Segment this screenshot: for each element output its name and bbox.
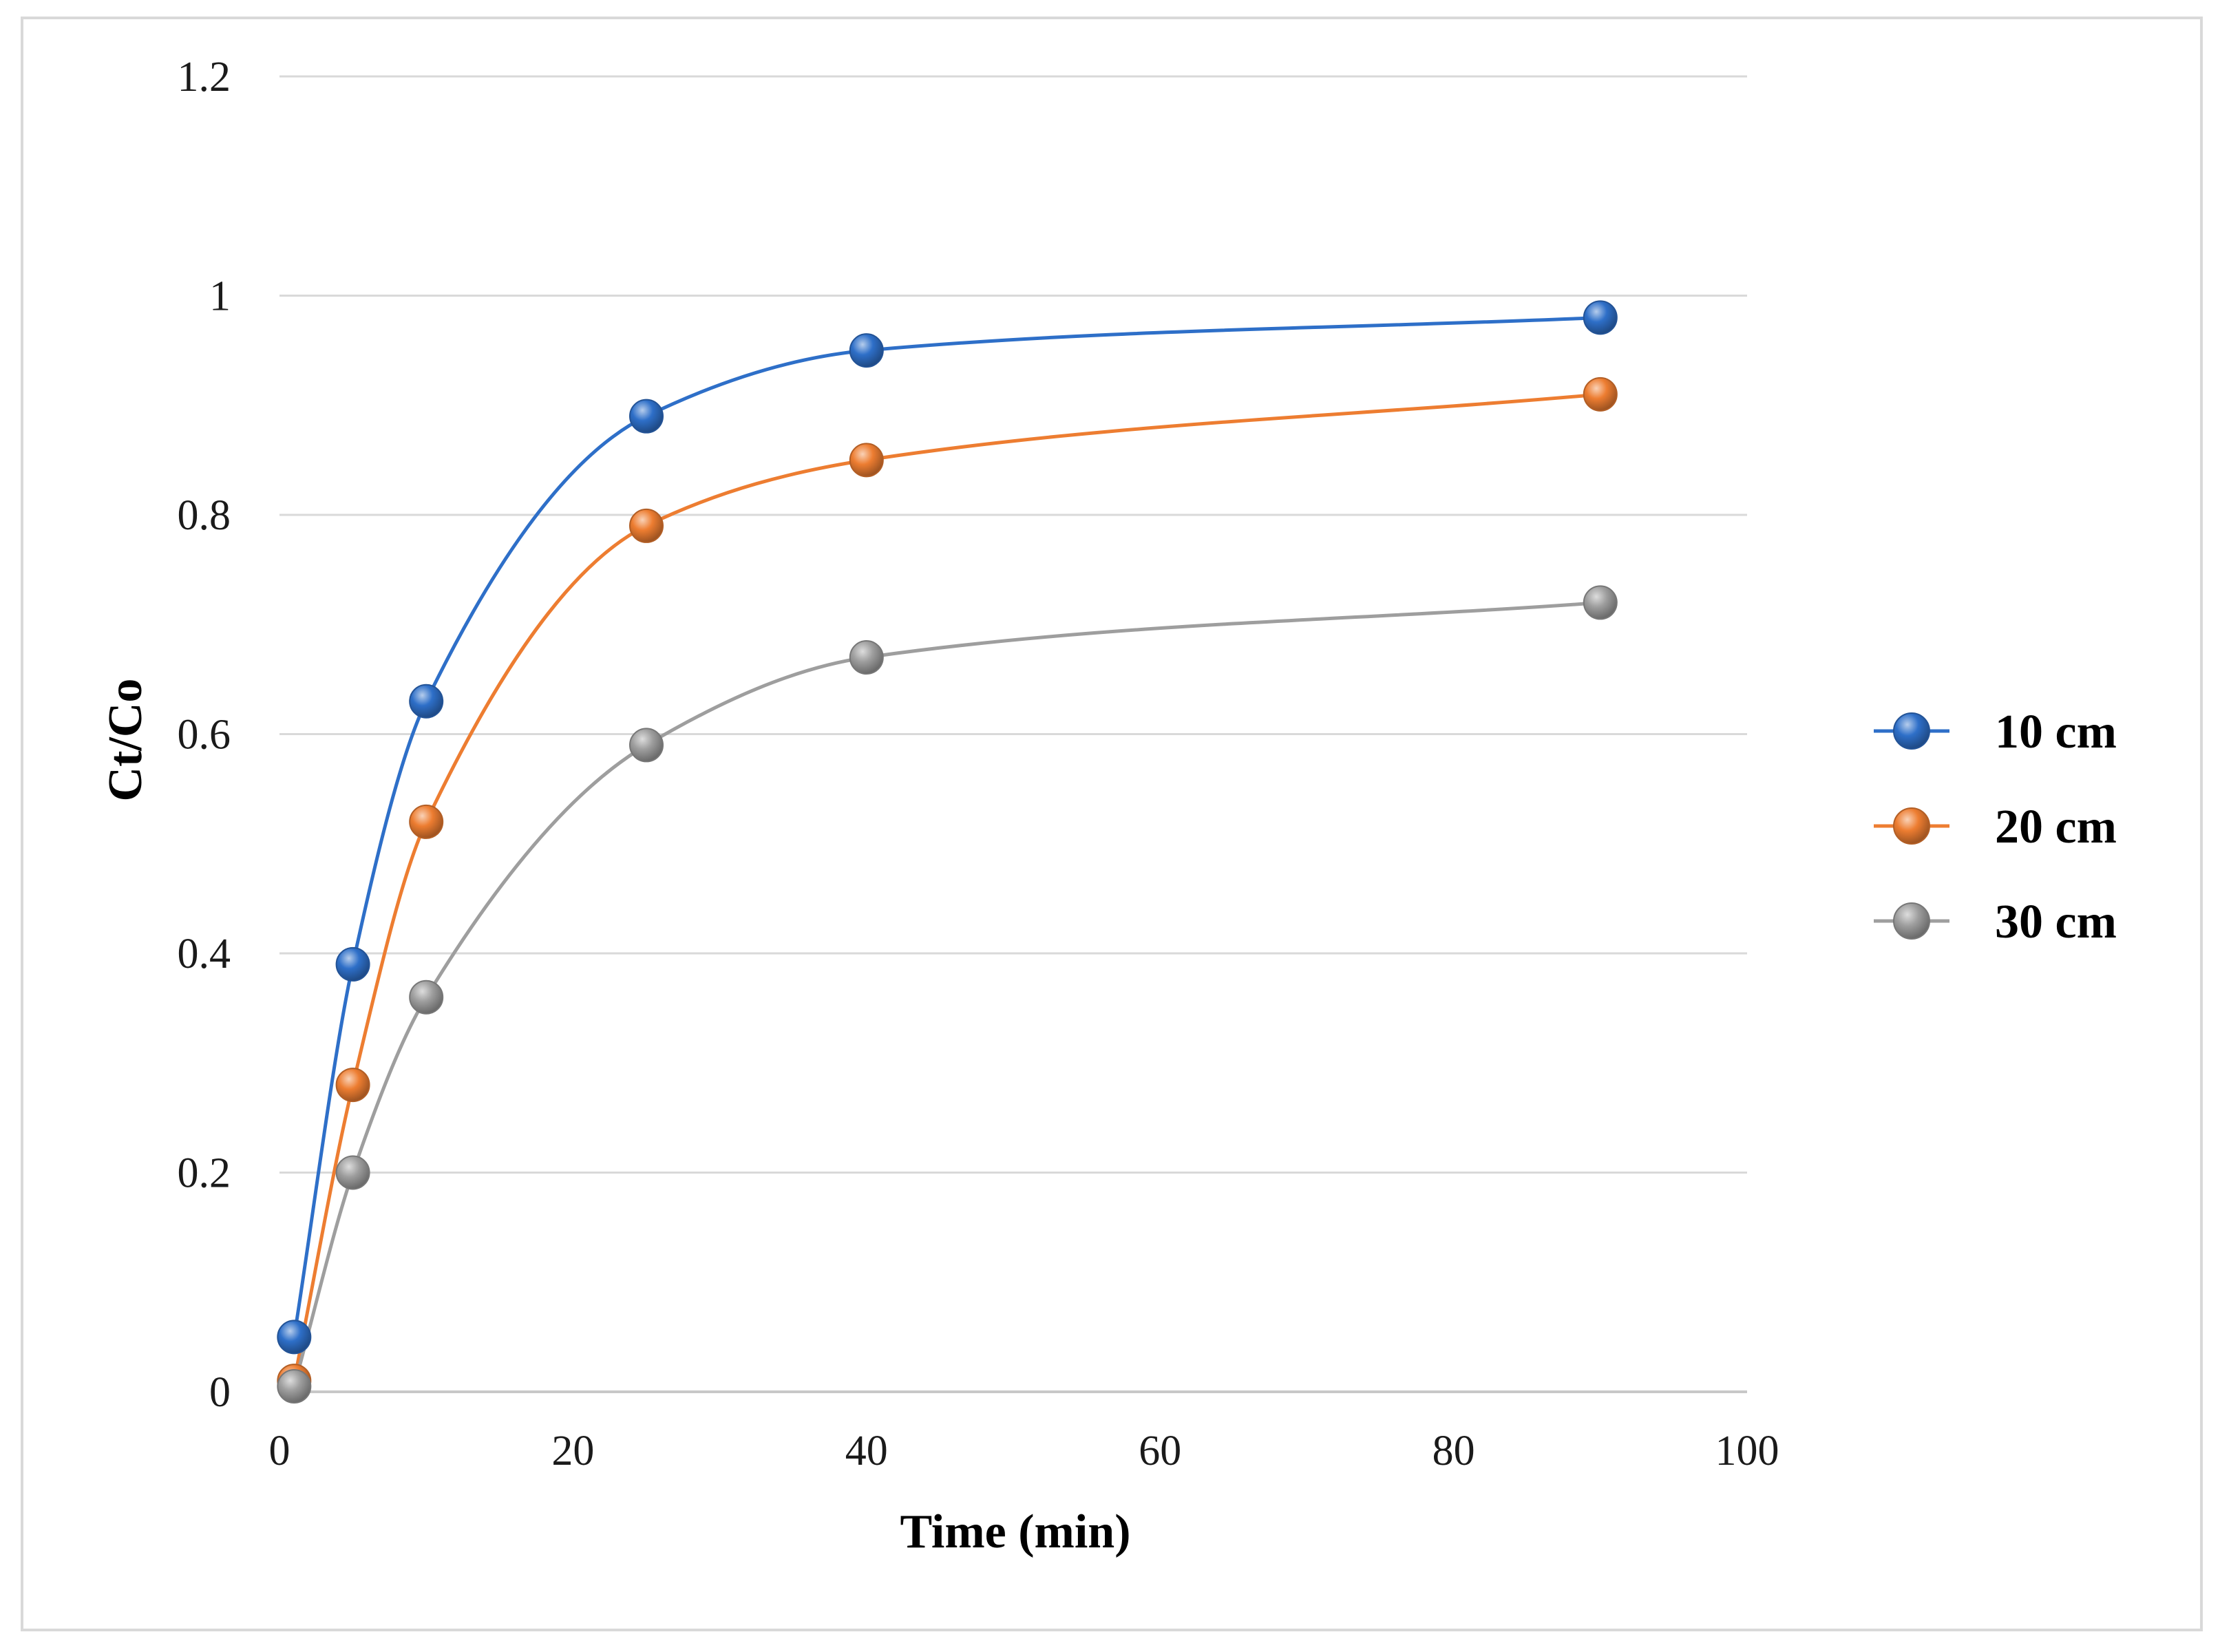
y-axis-title: Ct/Co xyxy=(99,679,152,802)
data-point-10-cm xyxy=(335,946,370,982)
y-tick-label: 0 xyxy=(209,1369,231,1416)
y-tick-label: 0.6 xyxy=(178,712,231,759)
data-point-30-cm xyxy=(629,728,664,763)
legend-label: 10 cm xyxy=(1995,706,2117,759)
y-tick-label: 0.8 xyxy=(178,492,231,539)
legend-item-20-cm: 20 cm xyxy=(1874,801,2117,854)
legend-item-10-cm: 10 cm xyxy=(1874,706,2117,759)
data-point-10-cm xyxy=(629,399,664,434)
x-axis-title: Time (min) xyxy=(900,1505,1130,1558)
series-line-10-cm xyxy=(292,315,1603,1339)
data-point-20-cm xyxy=(409,804,444,839)
data-point-20-cm xyxy=(629,508,664,543)
data-point-30-cm xyxy=(277,1369,312,1404)
x-tick-label: 40 xyxy=(845,1428,888,1474)
data-point-10-cm xyxy=(277,1320,312,1355)
data-point-20-cm xyxy=(849,443,884,478)
x-tick-label: 100 xyxy=(1715,1428,1779,1474)
data-point-10-cm xyxy=(409,684,444,719)
data-point-30-cm xyxy=(849,640,884,675)
data-point-20-cm xyxy=(1583,377,1618,412)
legend: 10 cm 20 cm 30 cm xyxy=(1874,706,2117,949)
y-tick-label: 0.4 xyxy=(178,931,231,977)
series-line-20-cm xyxy=(292,392,1603,1383)
legend-marker xyxy=(1893,807,1930,845)
legend-marker xyxy=(1893,712,1930,750)
legend-label: 30 cm xyxy=(1995,896,2117,949)
y-tick-label: 1 xyxy=(209,273,231,320)
data-point-30-cm xyxy=(335,1155,370,1190)
data-point-20-cm xyxy=(335,1068,370,1103)
legend-marker xyxy=(1893,902,1930,940)
x-tick-label: 60 xyxy=(1139,1428,1181,1474)
x-tick-label: 80 xyxy=(1433,1428,1475,1474)
gridlines xyxy=(279,75,1747,1174)
y-tick-label: 0.2 xyxy=(178,1150,231,1197)
data-point-30-cm xyxy=(409,979,444,1015)
data-point-10-cm xyxy=(1583,300,1618,335)
series-line-30-cm xyxy=(292,600,1603,1388)
legend-label: 20 cm xyxy=(1995,801,2117,854)
series xyxy=(277,300,1618,1404)
axes: 0 0.2 0.4 0.6 0.8 1 1.2 0 20 40 60 80 100 xyxy=(178,54,1779,1474)
x-tick-label: 0 xyxy=(269,1428,290,1474)
legend-item-30-cm: 30 cm xyxy=(1874,896,2117,949)
data-point-10-cm xyxy=(849,333,884,368)
y-tick-label: 1.2 xyxy=(178,54,231,100)
data-point-30-cm xyxy=(1583,585,1618,620)
x-tick-label: 20 xyxy=(551,1428,594,1474)
